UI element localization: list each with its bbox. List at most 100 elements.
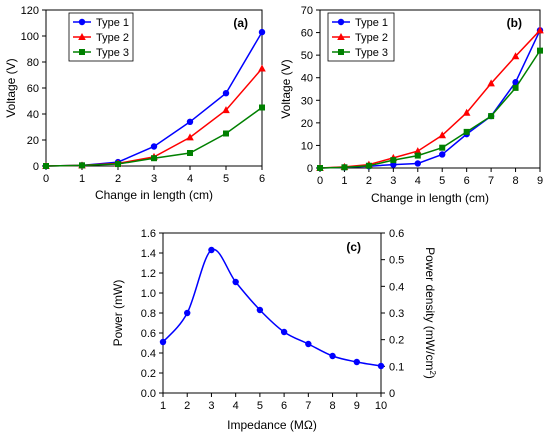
panel-c-y-tick-label: 1.4 — [141, 248, 156, 260]
panel-b-x-tick-label: 9 — [537, 175, 543, 187]
panel-b-x-tick-label: 1 — [341, 175, 347, 187]
panel-a-x-tick-label: 5 — [223, 173, 229, 185]
panel-a-y-tick-label: 20 — [27, 135, 39, 147]
panel-c-y2-tick-label: 0.5 — [389, 255, 404, 267]
panel-b-y-axis-label: Voltage (V) — [279, 59, 293, 118]
panel-b-legend-swatch-marker — [337, 18, 345, 26]
panel-b-x-tick-label: 8 — [512, 175, 518, 187]
panel-c-series-1-point — [232, 278, 239, 286]
panel-a-x-tick-label: 6 — [259, 173, 265, 185]
panel-b-x-tick-label: 3 — [390, 175, 396, 187]
panel-b-x-tick-label: 7 — [488, 175, 494, 187]
panel-b-series-2-point — [536, 26, 544, 34]
panel-c-series-1-point — [159, 338, 167, 346]
panel-a-series-2-point — [186, 133, 194, 141]
panel-c-series-1-point — [256, 306, 264, 314]
panel-a-y-tick-label: 0 — [33, 161, 39, 173]
panel-b-x-axis-label: Change in length (cm) — [371, 191, 489, 205]
panel-a-series-1-point — [258, 28, 266, 36]
panel-c-x-tick-label: 10 — [375, 400, 387, 412]
panel-b-series-3-point — [537, 47, 543, 54]
panel-c-y2-tick-label: 0.2 — [389, 335, 404, 347]
panel-a-series-3-point — [187, 150, 193, 156]
panel-a-y-tick-label: 80 — [27, 57, 39, 69]
panel-c-series-1-point — [208, 246, 215, 254]
panel-b-y-tick-label: 50 — [301, 50, 313, 62]
panel-c-plot-frame — [162, 232, 382, 394]
panel-b-legend: Type 1 Type 2 Type 3 — [327, 12, 395, 62]
panel-c-y-axis-label: Power (mW) — [111, 280, 125, 347]
panel-a-series-3-point — [79, 162, 85, 169]
panel-a-x-axis-label: Change in length (cm) — [95, 188, 213, 202]
panel-b-y-tick-label: 60 — [301, 28, 313, 40]
panel-c-x-tick-label: 9 — [354, 400, 360, 412]
panel-c-y-tick-label: 1.2 — [141, 268, 156, 280]
panel-b-x-tick-label: 0 — [317, 175, 323, 187]
panel-a-legend-entry: Type 2 — [96, 32, 129, 44]
panel-b-legend-entry: Type 3 — [355, 47, 388, 59]
panel-a-series-3-point — [223, 130, 229, 137]
panel-b-legend-entry: Type 2 — [355, 32, 388, 44]
panel-b-x-tick-label: 5 — [439, 175, 445, 187]
panel-a-legend-entry: Type 3 — [96, 47, 129, 59]
panel-b-legend-entry: Type 1 — [355, 17, 388, 29]
panel-b-label: (b) — [507, 16, 522, 30]
panel-c-series-1-line — [162, 248, 382, 367]
panel-c-x-tick-label: 3 — [208, 400, 214, 412]
panel-a-legend-swatch-marker — [78, 18, 86, 26]
panel-b-series-2-point — [487, 79, 495, 87]
panel-c-x-tick-label: 5 — [257, 400, 263, 412]
panel-c-y2-tick-label: 0 — [389, 388, 395, 400]
panel-a-series-1-point — [222, 90, 230, 97]
panel-a-y-tick-label: 120 — [21, 5, 39, 17]
panel-b-series-3-point — [317, 165, 323, 171]
panel-c-y2-tick-label: 0.1 — [389, 361, 404, 373]
panel-b-plot-frame — [319, 9, 541, 169]
panel-b-series-3-point — [414, 152, 421, 159]
panel-b-series-3-point — [341, 164, 348, 171]
panel-b-legend-swatch-marker — [337, 33, 345, 40]
panel-b-series-1-point — [414, 160, 421, 167]
panel-b-y-tick-label: 10 — [301, 140, 313, 152]
panel-c-x-tick-label: 6 — [281, 400, 287, 412]
panel-a-series-2-line — [45, 68, 263, 167]
panel-b-y-tick-label: 70 — [301, 5, 313, 17]
panel-c-y-tick-label: 1.6 — [141, 228, 156, 240]
panel-c-series-1-point — [329, 352, 336, 360]
panel-b-series-3-point — [390, 157, 397, 164]
panel-b-y-tick-label: 40 — [301, 73, 313, 85]
panel-a-series-3-point — [259, 104, 265, 111]
panel-b-series-3-point — [439, 144, 446, 151]
panel-c-series-1-point — [280, 328, 288, 336]
panel-a-y-tick-label: 40 — [27, 109, 39, 121]
panel-a-legend-entry: Type 1 — [96, 17, 129, 29]
panel-a-series-2-point — [258, 64, 266, 72]
panel-b-series-1-point — [512, 79, 519, 86]
panel-b-y-tick-label: 30 — [301, 95, 313, 107]
panel-a-x-tick-label: 0 — [43, 173, 49, 185]
panel-b-series-3-point — [512, 84, 519, 91]
panel-b-legend-swatch-marker — [338, 49, 344, 55]
panel-b-y-tick-label: 0 — [307, 163, 313, 175]
panel-a-label: (a) — [233, 16, 248, 30]
panel-a-series-1-point — [186, 118, 194, 126]
panel-a-series-3-point — [115, 161, 121, 168]
panel-c-x-tick-label: 7 — [305, 400, 311, 412]
panel-a-x-tick-label: 2 — [115, 173, 121, 185]
panel-a-y-tick-label: 100 — [21, 31, 39, 43]
panel-c-series-1-point — [184, 309, 191, 317]
panel-c-y-tick-label: 0.0 — [141, 388, 156, 400]
panel-b-series-3-point — [463, 128, 470, 135]
panel-c-y2-tick-label: 0.4 — [389, 281, 404, 293]
panel-a-y-axis-label: Voltage (V) — [4, 58, 18, 117]
panel-c-label: (c) — [346, 240, 361, 254]
panel-c-series-1-point — [305, 340, 312, 348]
panel-a-legend: Type 1 Type 2 Type 3 — [68, 12, 134, 62]
panel-a-series-1-point — [150, 143, 158, 150]
panel-b-series-3-point — [488, 113, 495, 120]
panel-c-x-tick-label: 4 — [233, 400, 239, 412]
panel-b-series-3-point — [365, 162, 372, 169]
panel-c-x-tick-label: 1 — [160, 400, 166, 412]
panel-c-y-tick-label: 0.4 — [141, 348, 156, 360]
panel-b-series-1-point — [439, 151, 446, 158]
